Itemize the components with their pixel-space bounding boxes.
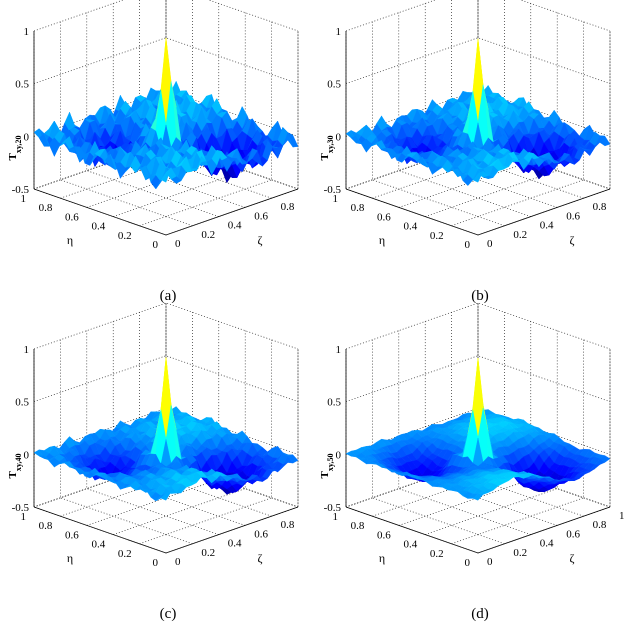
panel-caption: (c) — [160, 606, 177, 622]
z-axis-label-sub: xy,50 — [326, 454, 335, 472]
panel-caption: (a) — [160, 288, 177, 304]
eta-tick-label: 0.8 — [351, 202, 365, 214]
eta-tick-label: 0.2 — [430, 230, 444, 242]
z-tick-label: 1 — [24, 26, 30, 38]
eta-tick-label: 0.8 — [39, 520, 53, 532]
eta-tick-label: 0.6 — [65, 211, 79, 223]
surface-mesh — [34, 38, 298, 189]
zeta-tick-label: 0.2 — [201, 229, 215, 241]
eta-tick-label: 0 — [153, 557, 159, 569]
z-axis-label: Txy,20 — [7, 136, 23, 161]
panel-caption: (b) — [471, 288, 489, 304]
zeta-tick-label: 1 — [619, 510, 624, 522]
zeta-tick-label: 0 — [175, 556, 181, 568]
zeta-tick-label: 0.8 — [281, 519, 295, 531]
zeta-axis-label: ζ — [570, 233, 575, 247]
eta-tick-label: 0.8 — [351, 520, 365, 532]
eta-tick-label: 0.4 — [403, 539, 417, 551]
z-tick-label: 1 — [336, 26, 342, 38]
eta-tick-label: 0.6 — [377, 529, 391, 541]
eta-tick-label: 0 — [153, 239, 159, 251]
panel-caption: (d) — [471, 606, 489, 622]
zeta-tick-label: 0.4 — [228, 220, 242, 232]
eta-tick-label: 0 — [465, 239, 471, 251]
z-tick-label: 0.5 — [15, 79, 29, 91]
z-tick-label: 0.5 — [327, 397, 341, 409]
eta-tick-label: 0.4 — [91, 221, 105, 233]
z-axis-label: Txy,40 — [7, 454, 23, 479]
z-axis-label: Txy,50 — [319, 454, 335, 479]
zeta-tick-label: 0.8 — [593, 201, 607, 213]
surface-mesh — [346, 39, 610, 186]
zeta-tick-label: 0.4 — [228, 538, 242, 550]
eta-tick-label: 1 — [333, 511, 339, 523]
zeta-tick-label: 0.6 — [566, 528, 580, 540]
eta-axis-label: η — [379, 551, 385, 565]
zeta-tick-label: 0.2 — [201, 547, 215, 559]
eta-axis-label: η — [67, 551, 73, 565]
zeta-tick-label: 0.2 — [513, 229, 527, 241]
eta-axis-label: η — [379, 233, 385, 247]
z-axis-label-sub: xy,40 — [14, 454, 23, 472]
eta-tick-label: 0.4 — [91, 539, 105, 551]
zeta-tick-label: 0 — [487, 238, 493, 250]
eta-tick-label: 0.6 — [65, 529, 79, 541]
zeta-axis-label: ζ — [258, 551, 263, 565]
z-axis-label: Txy,30 — [319, 136, 335, 161]
eta-tick-label: 0.6 — [377, 211, 391, 223]
z-tick-label: 0 — [24, 449, 30, 461]
surface-mesh — [346, 358, 610, 500]
zeta-axis-label: ζ — [258, 233, 263, 247]
surface-mesh — [34, 358, 298, 502]
zeta-tick-label: 0.6 — [254, 210, 268, 222]
zeta-tick-label: 0.8 — [281, 201, 295, 213]
zeta-axis-label: ζ — [570, 551, 575, 565]
zeta-tick-label: 0.4 — [540, 538, 554, 550]
z-tick-label: 0 — [336, 449, 342, 461]
zeta-tick-label: 0.6 — [254, 528, 268, 540]
z-tick-label: 0.5 — [15, 397, 29, 409]
eta-tick-label: 1 — [21, 193, 27, 205]
zeta-tick-label: 0.4 — [540, 220, 554, 232]
eta-tick-label: 0.8 — [39, 202, 53, 214]
eta-tick-label: 0.4 — [403, 221, 417, 233]
zeta-tick-label: 0 — [487, 556, 493, 568]
zeta-tick-label: 0.8 — [593, 519, 607, 531]
z-tick-label: 0 — [336, 131, 342, 143]
eta-tick-label: 0.2 — [118, 230, 132, 242]
eta-tick-label: 0 — [465, 557, 471, 569]
z-tick-label: 1 — [336, 344, 342, 356]
eta-tick-label: 1 — [333, 193, 339, 205]
zeta-tick-label: 0.2 — [513, 547, 527, 559]
z-axis-label-sub: xy,20 — [14, 136, 23, 154]
eta-axis-label: η — [67, 233, 73, 247]
eta-tick-label: 1 — [21, 511, 27, 523]
zeta-tick-label: 0 — [175, 238, 181, 250]
z-tick-label: 1 — [24, 344, 30, 356]
zeta-tick-label: 0.6 — [566, 210, 580, 222]
z-axis-label-sub: xy,30 — [326, 136, 335, 154]
z-tick-label: 0.5 — [327, 79, 341, 91]
eta-tick-label: 0.2 — [118, 548, 132, 560]
eta-tick-label: 0.2 — [430, 548, 444, 560]
z-tick-label: 0 — [24, 131, 30, 143]
